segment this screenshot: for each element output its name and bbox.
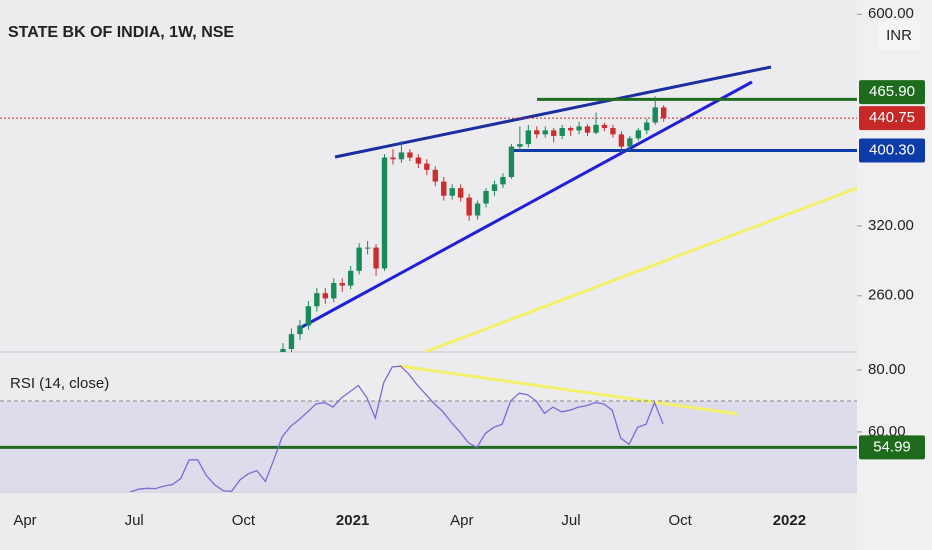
y-tick-label: 80.00 bbox=[868, 361, 906, 378]
candle-body bbox=[635, 130, 642, 139]
candle-body bbox=[347, 270, 354, 286]
candle-body bbox=[534, 130, 540, 135]
candle-body bbox=[483, 190, 489, 204]
price-label-box bbox=[859, 106, 925, 131]
price-label: 400.30 bbox=[869, 141, 915, 158]
candle-body bbox=[593, 124, 599, 133]
x-tick-label: Jul bbox=[561, 512, 580, 529]
x-tick-label: Apr bbox=[450, 512, 473, 529]
candle-body bbox=[627, 138, 633, 147]
rsi-line bbox=[129, 365, 664, 492]
candle-body bbox=[618, 134, 625, 147]
price-label: 54.99 bbox=[873, 438, 911, 455]
candle-body bbox=[415, 157, 422, 164]
candle-body bbox=[661, 107, 667, 119]
candle-body bbox=[610, 127, 616, 135]
candle-body bbox=[517, 144, 523, 147]
candle-body bbox=[567, 127, 574, 131]
x-tick-label: 2022 bbox=[773, 512, 806, 529]
price-label-box bbox=[859, 435, 925, 460]
x-tick-label: 2021 bbox=[336, 512, 369, 529]
axes: 260.00320.00600.0080.0060.00465.90440.75… bbox=[13, 5, 925, 529]
y-tick-label: 260.00 bbox=[868, 287, 914, 304]
candle-body bbox=[331, 283, 337, 299]
candle-body bbox=[390, 157, 396, 160]
candle-body bbox=[601, 124, 608, 128]
candle-body bbox=[288, 334, 295, 349]
y-tick-label: 320.00 bbox=[868, 217, 914, 234]
candle-body bbox=[398, 152, 405, 160]
candle-body bbox=[644, 122, 650, 131]
x-tick-label: Apr bbox=[13, 512, 36, 529]
candle-body bbox=[474, 203, 481, 216]
trend-line bbox=[424, 186, 857, 352]
candle-body bbox=[500, 177, 506, 185]
candle-body bbox=[373, 247, 379, 269]
candle-body bbox=[491, 184, 498, 191]
candle-body bbox=[525, 130, 532, 145]
price-label-box bbox=[859, 138, 925, 163]
candle-body bbox=[297, 325, 303, 335]
trend-line bbox=[334, 65, 772, 159]
candle-body bbox=[314, 293, 320, 307]
candle-body bbox=[339, 283, 345, 286]
candle-body bbox=[457, 188, 464, 198]
price-label: 440.75 bbox=[869, 109, 915, 126]
currency-button[interactable] bbox=[878, 20, 920, 50]
x-tick-label: Oct bbox=[669, 512, 693, 529]
chart-title: STATE BK OF INDIA, 1W, NSE bbox=[8, 24, 234, 41]
candle-body bbox=[407, 152, 413, 158]
candle-body bbox=[441, 181, 447, 196]
candle-body bbox=[559, 127, 565, 136]
candle-body bbox=[322, 293, 328, 299]
candle-body bbox=[364, 247, 371, 249]
candle-body bbox=[542, 130, 548, 135]
x-tick-label: Oct bbox=[232, 512, 256, 529]
y-tick-label: 600.00 bbox=[868, 5, 914, 22]
candle-body bbox=[432, 169, 438, 182]
currency-label[interactable]: INR bbox=[886, 27, 912, 44]
candle-body bbox=[356, 247, 362, 271]
candle-body bbox=[424, 163, 430, 170]
x-tick-label: Jul bbox=[125, 512, 144, 529]
candle-body bbox=[381, 157, 388, 269]
candle-body bbox=[508, 146, 515, 178]
candle-body bbox=[280, 348, 286, 352]
indicator-title: RSI (14, close) bbox=[10, 375, 109, 392]
candle-body bbox=[576, 126, 582, 131]
candle-body bbox=[466, 197, 472, 216]
trend-line bbox=[299, 80, 753, 330]
trend-line bbox=[399, 364, 739, 416]
candle-body bbox=[551, 130, 557, 136]
price-pane bbox=[0, 65, 857, 352]
candle-body bbox=[449, 188, 455, 196]
rsi-pane bbox=[0, 364, 857, 492]
candle-body bbox=[584, 126, 591, 133]
candle-body bbox=[305, 306, 312, 326]
price-label: 465.90 bbox=[869, 83, 915, 100]
candle-body bbox=[652, 107, 658, 123]
price-label-box bbox=[859, 80, 925, 105]
